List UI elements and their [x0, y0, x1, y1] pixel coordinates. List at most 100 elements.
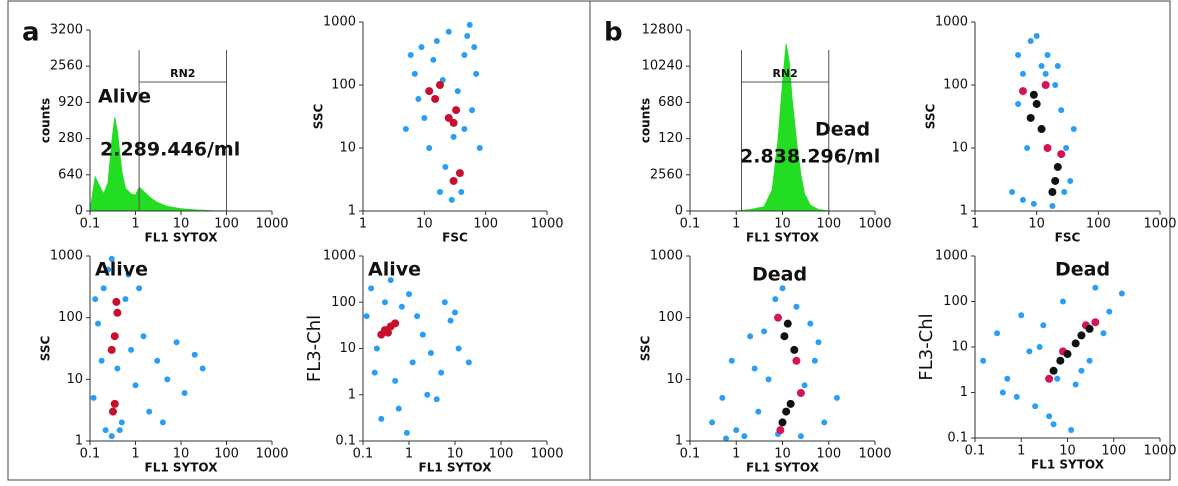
event-point: [1072, 381, 1079, 388]
event-point: [1054, 375, 1061, 382]
x-tick-label: 100: [816, 217, 841, 232]
x-axis-label: FL1 SYTOX: [746, 231, 820, 245]
event-point: [1051, 176, 1060, 185]
event-point: [1015, 100, 1022, 107]
y-axis-label: SSC: [39, 336, 53, 362]
event-point: [100, 285, 107, 292]
y-tick-label: 2560: [50, 59, 83, 74]
event-point: [452, 309, 458, 316]
event-point: [1063, 350, 1072, 359]
x-tick-label: 1: [131, 217, 139, 232]
event-point: [1049, 366, 1058, 375]
x-axis-label: FL1 SYTOX: [145, 461, 219, 475]
event-point: [455, 345, 462, 352]
annotation: Dead: [815, 119, 870, 141]
y-tick-label: 3200: [50, 23, 83, 38]
x-tick-label: 100: [1086, 217, 1111, 232]
y-tick-label: 10: [951, 141, 968, 156]
x-tick-label: 10: [416, 217, 433, 232]
gate-label: RN2: [170, 67, 195, 80]
event-point: [751, 365, 758, 372]
event-point: [1050, 421, 1057, 428]
event-point: [128, 346, 135, 353]
event-point: [371, 369, 378, 376]
x-tick-label: 1000: [255, 217, 288, 232]
event-point: [181, 390, 188, 397]
x-axis-label: FL1 SYTOX: [419, 461, 493, 475]
event-point: [1037, 125, 1046, 134]
event-point: [102, 427, 109, 434]
annotation: Alive: [95, 259, 148, 281]
event-point: [448, 196, 455, 203]
event-point: [449, 176, 458, 185]
event-point: [476, 145, 483, 151]
event-point: [1015, 51, 1022, 58]
event-point: [728, 357, 735, 364]
event-point: [1030, 200, 1037, 207]
event-point: [765, 376, 772, 383]
event-point: [419, 331, 426, 338]
event-point: [1091, 318, 1100, 327]
event-point: [461, 51, 468, 58]
histogram-area: [89, 117, 227, 212]
event-point: [1049, 203, 1056, 210]
x-tick-label: 0.1: [680, 217, 701, 232]
y-tick-label: 1000: [50, 249, 83, 264]
event-point: [464, 32, 471, 39]
event-point: [1004, 375, 1011, 382]
event-point: [122, 296, 129, 303]
histogram-area: [736, 44, 829, 212]
y-tick-label: 1: [960, 204, 968, 219]
y-tick-label: 10: [339, 341, 356, 356]
event-point: [747, 333, 754, 340]
event-point: [471, 44, 478, 51]
event-point: [1026, 348, 1033, 355]
x-tick-label: 1000: [1143, 217, 1176, 232]
y-tick-label: 1000: [323, 249, 356, 264]
event-point: [92, 296, 99, 303]
event-point: [191, 351, 198, 358]
event-point: [1086, 357, 1093, 364]
x-tick-label: 1000: [858, 447, 891, 462]
event-point: [1019, 196, 1026, 203]
y-tick-label: 920: [58, 95, 83, 110]
x-tick-label: 100: [214, 447, 239, 462]
y-axis-label: SSC: [924, 104, 938, 130]
event-point: [425, 87, 434, 96]
x-tick-label: 1000: [530, 447, 563, 462]
x-tick-label: 1000: [858, 217, 891, 232]
event-point: [398, 303, 405, 310]
event-point: [116, 427, 123, 434]
event-point: [173, 339, 180, 346]
event-point: [1009, 189, 1016, 196]
x-tick-label: 1: [131, 447, 139, 462]
annotation: Dead: [1055, 259, 1110, 281]
event-point: [113, 308, 122, 317]
y-tick-label: 10: [66, 372, 83, 387]
y-axis-label: SSC: [312, 104, 326, 130]
x-axis-label: FSC: [442, 231, 468, 245]
event-point: [1060, 298, 1067, 305]
event-point: [1056, 356, 1065, 365]
event-point: [793, 303, 800, 310]
x-tick-label: 0.1: [80, 217, 101, 232]
event-point: [778, 418, 787, 427]
event-point: [1032, 99, 1041, 108]
event-point: [796, 389, 805, 398]
event-point: [424, 391, 431, 398]
event-point: [409, 359, 416, 366]
event-point: [108, 407, 117, 416]
y-tick-label: 0: [75, 204, 83, 219]
event-point: [445, 28, 452, 35]
event-point: [438, 369, 445, 376]
y-tick-label: 100: [943, 78, 968, 93]
event-point: [1041, 81, 1050, 89]
event-point: [1092, 284, 1099, 291]
event-point: [98, 357, 105, 364]
event-point: [1067, 177, 1074, 184]
y-axis-label: FL3-Chl: [304, 315, 325, 382]
y-tick-label: 2560: [650, 167, 683, 182]
event-point: [1054, 63, 1061, 70]
event-point: [1061, 189, 1068, 196]
event-point: [433, 37, 440, 44]
